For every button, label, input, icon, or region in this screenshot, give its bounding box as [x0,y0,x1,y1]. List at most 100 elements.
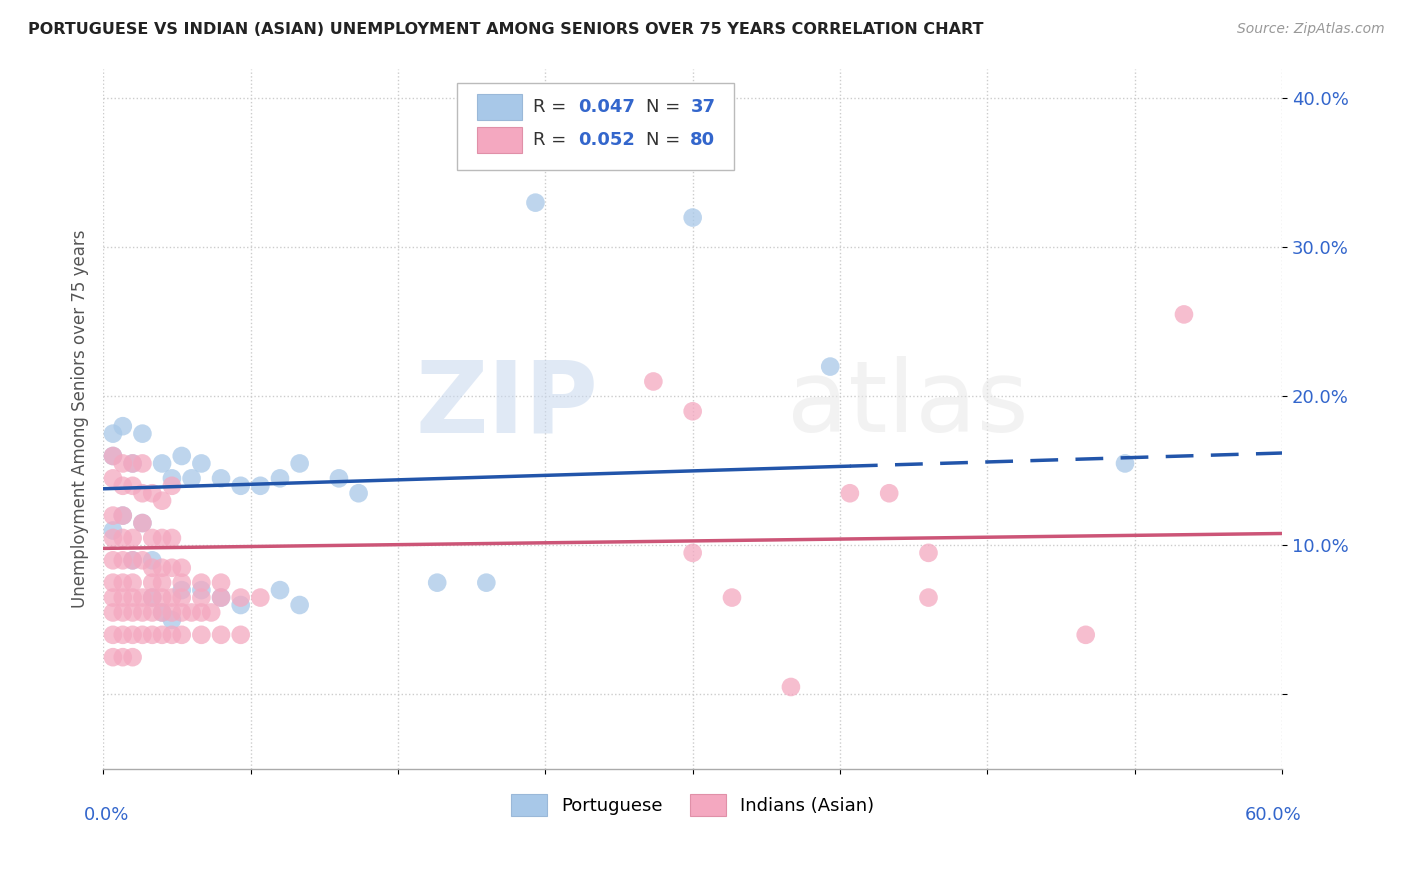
Point [229,591,252,605]
Point [721,591,744,605]
Point [269,583,291,598]
Point [160,561,183,575]
Point [170,628,193,642]
Point [101,531,124,545]
Point [1114,457,1136,471]
Point [160,628,183,642]
Point [121,531,143,545]
Text: 0.0%: 0.0% [83,806,129,824]
Point [249,479,271,493]
Point [426,575,449,590]
Point [170,575,193,590]
Point [141,531,163,545]
Point [838,486,860,500]
Point [150,575,173,590]
Point [190,628,212,642]
Text: R =: R = [533,131,572,149]
Point [101,575,124,590]
Point [131,516,153,530]
Point [131,516,153,530]
Point [111,553,134,567]
Point [150,493,173,508]
Point [1173,307,1195,321]
Point [101,606,124,620]
Text: atlas: atlas [787,356,1029,453]
Text: ZIP: ZIP [416,356,599,453]
Point [121,575,143,590]
Point [111,531,134,545]
Point [524,195,547,210]
Text: 80: 80 [690,131,716,149]
Point [121,479,143,493]
Point [209,591,232,605]
Text: R =: R = [533,98,572,116]
Point [101,426,124,441]
Point [131,486,153,500]
Point [150,606,173,620]
Point [101,449,124,463]
Point [200,606,222,620]
Point [150,628,173,642]
Point [121,457,143,471]
Point [101,553,124,567]
Point [150,606,173,620]
Point [101,508,124,523]
Point [111,419,134,434]
Point [141,575,163,590]
Point [170,606,193,620]
Point [682,546,704,560]
Point [101,449,124,463]
Point [141,606,163,620]
Point [111,479,134,493]
Point [160,591,183,605]
Point [780,680,803,694]
Point [121,457,143,471]
Point [150,457,173,471]
Point [111,606,134,620]
Point [101,628,124,642]
Legend: Portuguese, Indians (Asian): Portuguese, Indians (Asian) [503,787,882,823]
Point [111,591,134,605]
Point [229,479,252,493]
Point [131,553,153,567]
Text: 60.0%: 60.0% [1246,806,1302,824]
Point [111,628,134,642]
Point [101,650,124,665]
Point [190,457,212,471]
Point [190,606,212,620]
Point [141,561,163,575]
Point [170,583,193,598]
Text: PORTUGUESE VS INDIAN (ASIAN) UNEMPLOYMENT AMONG SENIORS OVER 75 YEARS CORRELATIO: PORTUGUESE VS INDIAN (ASIAN) UNEMPLOYMEN… [28,22,984,37]
Point [229,598,252,612]
Point [111,575,134,590]
Point [101,591,124,605]
Text: N =: N = [645,98,686,116]
Point [190,583,212,598]
FancyBboxPatch shape [477,128,522,153]
Point [917,546,939,560]
Text: N =: N = [645,131,686,149]
Point [111,457,134,471]
Point [1074,628,1097,642]
Point [131,457,153,471]
Point [682,211,704,225]
Point [170,561,193,575]
Point [269,471,291,485]
Point [209,575,232,590]
Point [170,591,193,605]
Point [111,508,134,523]
Point [682,404,704,418]
Point [101,524,124,538]
Point [111,650,134,665]
Point [131,426,153,441]
Point [190,591,212,605]
Point [209,591,232,605]
Point [818,359,841,374]
Point [209,628,232,642]
Point [141,553,163,567]
Point [288,598,311,612]
FancyBboxPatch shape [477,95,522,120]
Point [643,375,665,389]
Point [150,561,173,575]
Point [141,486,163,500]
